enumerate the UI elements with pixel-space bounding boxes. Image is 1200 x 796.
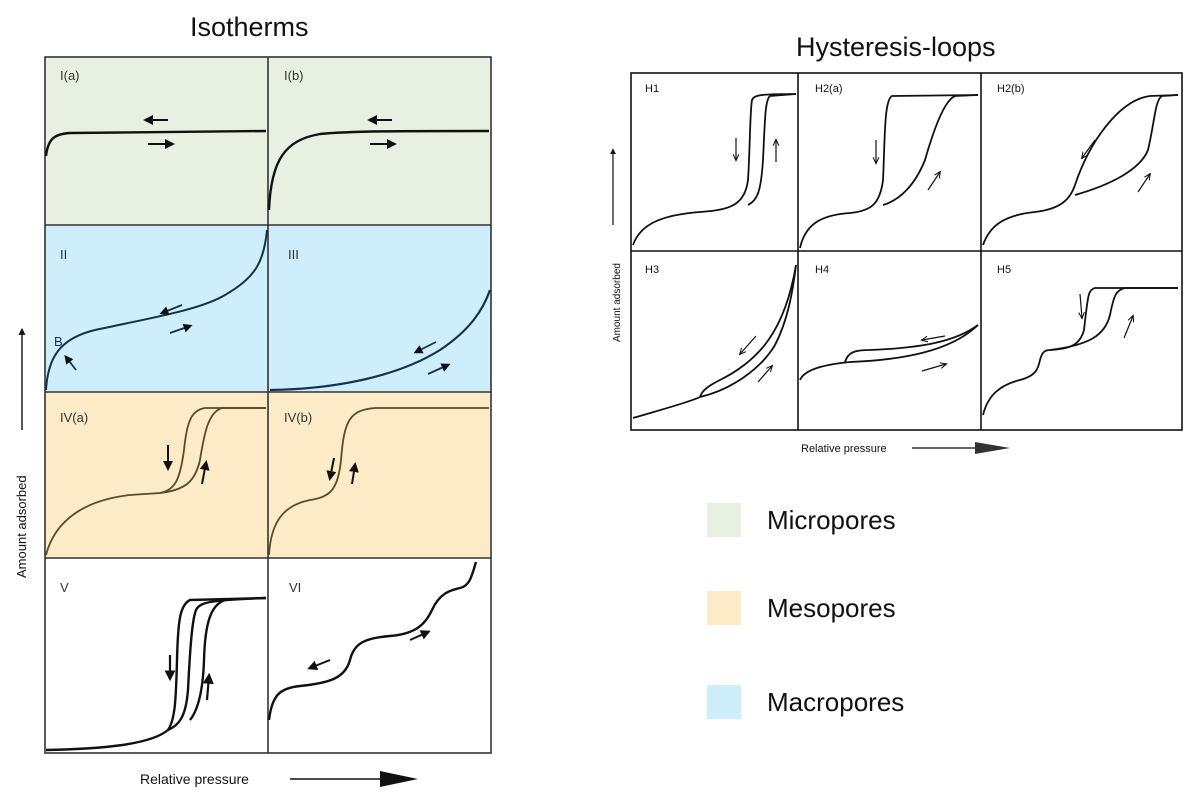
panel-label-IVb: IV(b)	[284, 410, 312, 425]
curve-V	[45, 596, 267, 752]
curve-IVb	[268, 407, 489, 556]
curve-Ib	[267, 115, 490, 211]
loop-H2a	[799, 94, 979, 249]
legend-swatch-mesopores	[707, 591, 741, 625]
hysteresis-xlabel: Relative pressure	[801, 443, 887, 455]
h-label-H1: H1	[645, 83, 659, 95]
loop-H3	[632, 264, 797, 419]
hysteresis-x-arrow	[912, 442, 1010, 454]
curve-II	[45, 229, 268, 391]
curve-Ia	[44, 115, 267, 157]
curve-III	[269, 289, 492, 392]
hysteresis-ylabel: Amount adsorbed	[612, 263, 623, 342]
h-label-H2b: H2(b)	[997, 83, 1025, 95]
curve-IVa	[45, 407, 266, 556]
h-label-H5: H5	[997, 264, 1011, 276]
isotherms-xlabel: Relative pressure	[140, 771, 249, 787]
panel-label-Ib: I(b)	[284, 68, 304, 83]
legend-item-mesopores: Mesopores	[707, 591, 896, 625]
h-label-H2a: H2(a)	[815, 83, 843, 95]
legend-item-micropores: Micropores	[707, 503, 896, 537]
isotherms-grid	[44, 56, 492, 754]
panel-label-II: II	[60, 247, 67, 262]
loop-H2b	[982, 94, 1179, 246]
isotherms-x-arrow	[290, 771, 418, 787]
legend-label-mesopores: Mesopores	[767, 592, 896, 623]
isotherms-title: Isotherms	[190, 12, 309, 42]
legend-swatch-macropores	[707, 685, 741, 719]
panel-label-IVa: IV(a)	[60, 410, 88, 425]
loop-H1	[632, 93, 797, 246]
legend-item-macropores: Macropores	[707, 685, 904, 719]
point-label-B: B	[54, 334, 63, 349]
loop-H5	[982, 287, 1178, 416]
curve-VI	[267, 561, 478, 721]
hysteresis-title: Hysteresis-loops	[796, 32, 996, 62]
legend-label-macropores: Macropores	[767, 686, 905, 717]
hysteresis-grid	[630, 72, 1183, 431]
panel-label-V: V	[60, 580, 69, 595]
loop-H4	[799, 324, 979, 381]
h-label-H3: H3	[645, 264, 659, 276]
panel-label-VI: VI	[289, 580, 301, 595]
h-label-H4: H4	[815, 264, 829, 276]
legend-swatch-micropores	[707, 503, 741, 537]
isotherms-ylabel: Amount adsorbed	[14, 475, 29, 578]
panel-label-III: III	[288, 247, 299, 262]
panel-label-Ia: I(a)	[60, 68, 80, 83]
legend-label-micropores: Micropores	[767, 504, 896, 535]
